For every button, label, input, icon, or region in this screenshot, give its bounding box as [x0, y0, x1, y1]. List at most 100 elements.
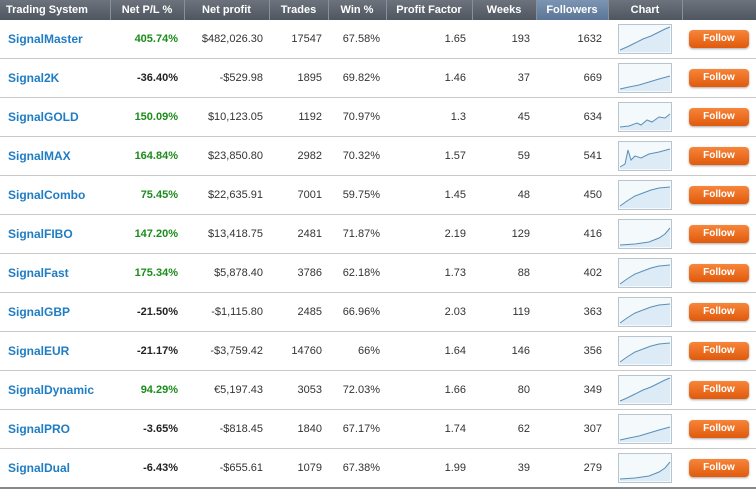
follow-button[interactable]: Follow	[689, 225, 749, 243]
performance-sparkline[interactable]	[618, 297, 672, 327]
followers-cell: 402	[536, 253, 608, 293]
profit-factor-cell: 2.19	[386, 214, 472, 254]
system-name-link[interactable]: SignalGOLD	[8, 110, 79, 124]
action-cell: Follow	[682, 370, 756, 410]
net-pl-cell: 405.74%	[110, 20, 184, 59]
weeks-cell: 129	[472, 214, 536, 254]
system-name-link[interactable]: SignalPRO	[8, 422, 71, 436]
system-name-link[interactable]: SignalDual	[8, 461, 71, 475]
system-name-cell: SignalGOLD	[0, 97, 110, 137]
profit-factor-cell: 2.03	[386, 292, 472, 332]
table-row: SignalEUR -21.17% -$3,759.42 14760 66% 1.64 14…	[0, 331, 756, 371]
system-name-link[interactable]: SignalMaster	[8, 32, 83, 46]
action-cell: Follow	[682, 253, 756, 293]
header-followers[interactable]: Followers	[536, 0, 609, 20]
trades-cell: 2982	[269, 136, 328, 176]
header-weeks[interactable]: Weeks	[472, 0, 537, 20]
table-row: Signal2K -36.40% -$529.98 1895 69.82% 1.46 37 6…	[0, 58, 756, 98]
followers-cell: 307	[536, 409, 608, 449]
win-cell: 67.17%	[328, 409, 386, 449]
weeks-cell: 62	[472, 409, 536, 449]
header-trading-system[interactable]: Trading System	[0, 0, 111, 20]
performance-sparkline[interactable]	[618, 453, 672, 483]
net-profit-cell: €5,197.43	[184, 370, 269, 410]
header-net-pl[interactable]: Net P/L %	[110, 0, 185, 20]
chart-cell	[608, 136, 682, 176]
follow-button[interactable]: Follow	[689, 381, 749, 399]
weeks-cell: 88	[472, 253, 536, 293]
system-name-link[interactable]: Signal2K	[8, 71, 60, 85]
net-pl-cell: -21.50%	[110, 292, 184, 332]
action-cell: Follow	[682, 175, 756, 215]
win-cell: 69.82%	[328, 58, 386, 98]
weeks-cell: 39	[472, 448, 536, 489]
profit-factor-cell: 1.64	[386, 331, 472, 371]
net-profit-cell: $13,418.75	[184, 214, 269, 254]
profit-factor-cell: 1.66	[386, 370, 472, 410]
system-name-cell: Signal2K	[0, 58, 110, 98]
performance-sparkline[interactable]	[618, 180, 672, 210]
performance-sparkline[interactable]	[618, 258, 672, 288]
performance-sparkline[interactable]	[618, 24, 672, 54]
system-name-cell: SignalMAX	[0, 136, 110, 176]
performance-sparkline[interactable]	[618, 375, 672, 405]
performance-sparkline[interactable]	[618, 63, 672, 93]
followers-cell: 450	[536, 175, 608, 215]
net-pl-cell: 175.34%	[110, 253, 184, 293]
profit-factor-cell: 1.74	[386, 409, 472, 449]
system-name-link[interactable]: SignalEUR	[8, 344, 70, 358]
table-row: SignalGBP -21.50% -$1,115.80 2485 66.96% 2.03…	[0, 292, 756, 332]
header-trades[interactable]: Trades	[269, 0, 329, 20]
trades-cell: 1192	[269, 97, 328, 137]
performance-sparkline[interactable]	[618, 414, 672, 444]
system-name-cell: SignalPRO	[0, 409, 110, 449]
net-pl-cell: 147.20%	[110, 214, 184, 254]
follow-button[interactable]: Follow	[689, 342, 749, 360]
net-pl-cell: 150.09%	[110, 97, 184, 137]
action-cell: Follow	[682, 448, 756, 489]
performance-sparkline[interactable]	[618, 102, 672, 132]
net-profit-cell: $23,850.80	[184, 136, 269, 176]
performance-sparkline[interactable]	[618, 219, 672, 249]
follow-button[interactable]: Follow	[689, 303, 749, 321]
system-name-link[interactable]: SignalMAX	[8, 149, 71, 163]
follow-button[interactable]: Follow	[689, 30, 749, 48]
followers-cell: 416	[536, 214, 608, 254]
system-name-cell: SignalDual	[0, 448, 110, 489]
header-profit-factor[interactable]: Profit Factor	[386, 0, 473, 20]
follow-button[interactable]: Follow	[689, 147, 749, 165]
follow-button[interactable]: Follow	[689, 420, 749, 438]
chart-cell	[608, 409, 682, 449]
header-chart: Chart	[608, 0, 683, 20]
system-name-link[interactable]: SignalFIBO	[8, 227, 73, 241]
follow-button[interactable]: Follow	[689, 69, 749, 87]
performance-sparkline[interactable]	[618, 141, 672, 171]
win-cell: 72.03%	[328, 370, 386, 410]
system-name-cell: SignalDynamic	[0, 370, 110, 410]
net-profit-cell: -$1,115.80	[184, 292, 269, 332]
trades-cell: 1895	[269, 58, 328, 98]
win-cell: 67.58%	[328, 20, 386, 59]
net-profit-cell: -$655.61	[184, 448, 269, 489]
action-cell: Follow	[682, 20, 756, 59]
system-name-link[interactable]: SignalCombo	[8, 188, 86, 202]
follow-button[interactable]: Follow	[689, 264, 749, 282]
system-name-link[interactable]: SignalDynamic	[8, 383, 95, 397]
net-pl-cell: 75.45%	[110, 175, 184, 215]
trades-cell: 1079	[269, 448, 328, 489]
system-name-link[interactable]: SignalGBP	[8, 305, 71, 319]
header-net-profit[interactable]: Net profit	[184, 0, 270, 20]
table-row: SignalGOLD 150.09% $10,123.05 1192 70.97% 1.3…	[0, 97, 756, 137]
follow-button[interactable]: Follow	[689, 186, 749, 204]
header-win[interactable]: Win %	[328, 0, 387, 20]
follow-button[interactable]: Follow	[689, 108, 749, 126]
trades-cell: 7001	[269, 175, 328, 215]
followers-cell: 541	[536, 136, 608, 176]
win-cell: 66.96%	[328, 292, 386, 332]
follow-button[interactable]: Follow	[689, 459, 749, 477]
weeks-cell: 80	[472, 370, 536, 410]
net-profit-cell: -$529.98	[184, 58, 269, 98]
performance-sparkline[interactable]	[618, 336, 672, 366]
system-name-link[interactable]: SignalFast	[8, 266, 69, 280]
